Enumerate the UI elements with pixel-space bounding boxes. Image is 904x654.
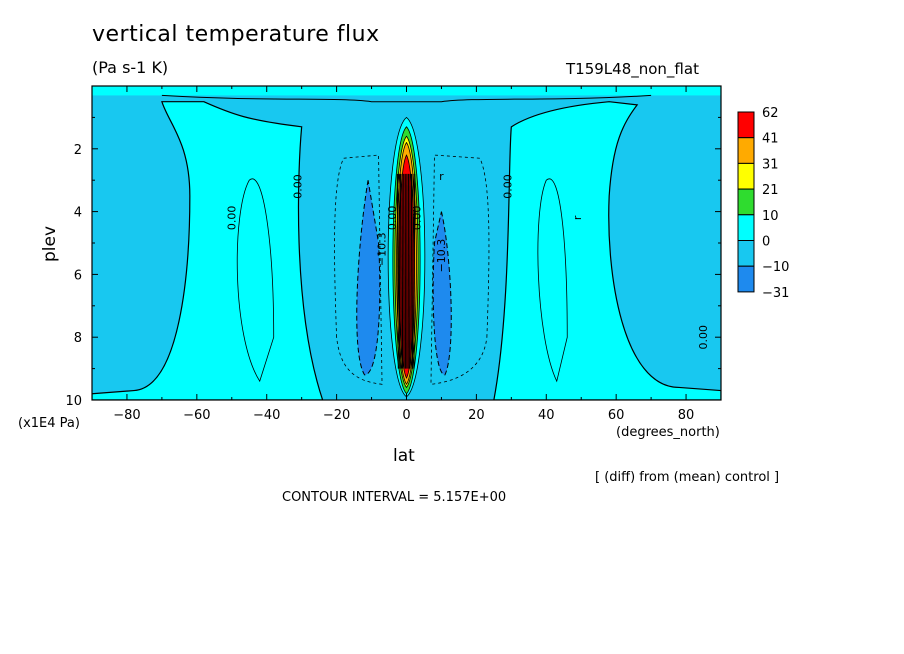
contour-label: 0.00	[501, 174, 514, 199]
chart-units: (Pa s-1 K)	[92, 58, 169, 77]
x-tick-label: −20	[323, 408, 350, 423]
experiment-label: T159L48_non_flat	[566, 60, 699, 78]
colorbar-level-label: 31	[762, 157, 779, 172]
contour-label: r	[439, 170, 444, 183]
contour-label: 0.00	[410, 206, 423, 231]
y-axis-units: (x1E4 Pa)	[18, 416, 80, 431]
x-tick-label: 60	[608, 408, 625, 423]
contour-interval-label: CONTOUR INTERVAL = 5.157E+00	[282, 490, 507, 505]
contour-label: 0.00	[292, 174, 305, 199]
chart-title: vertical temperature flux	[92, 22, 380, 47]
colorbar-swatch	[737, 137, 755, 164]
colorbar-swatch	[737, 265, 755, 293]
y-tick-label: 2	[74, 143, 82, 158]
x-tick-label: 80	[678, 408, 695, 423]
dashed-contour-south	[334, 154, 383, 385]
core-contour-line	[413, 173, 416, 369]
colorbar-swatch	[737, 111, 755, 139]
core-contour-line	[411, 173, 414, 369]
x-axis-units: (degrees_north)	[616, 425, 720, 440]
x-tick-label: 0	[402, 408, 410, 423]
contour-label: −10.3	[376, 232, 389, 266]
colorbar-swatch	[737, 240, 755, 267]
colorbar: 62 41 31 21 10 0 −10 −31	[737, 106, 789, 301]
y-tick-label: 8	[74, 331, 82, 346]
negative-tongue-south	[356, 180, 381, 376]
x-tick-label: 40	[538, 408, 555, 423]
inner-contour-north	[537, 178, 568, 383]
x-axis-ticks: −80 −60 −40 −20 0 20 40 60 80	[91, 86, 722, 423]
core-contour-line	[400, 173, 402, 369]
top-contour-line	[161, 94, 652, 103]
colorbar-swatch	[737, 214, 755, 242]
colorbar-level-label: 0	[762, 235, 770, 250]
negative-tongue-north	[432, 211, 452, 376]
colorbar-level-label: −31	[762, 286, 789, 301]
dashed-contour-north	[430, 154, 490, 385]
y-axis-label: plev	[40, 225, 60, 262]
colorbar-level-label: 10	[762, 209, 779, 224]
colorbar-swatch	[737, 162, 755, 190]
x-tick-label: −80	[113, 408, 140, 423]
x-tick-label: 20	[468, 408, 485, 423]
x-axis-label: lat	[393, 446, 415, 466]
colorbar-level-label: 41	[762, 132, 779, 147]
core-contour-line	[410, 173, 413, 369]
contour-fields	[92, 86, 721, 400]
positive-band-north	[493, 101, 721, 400]
diff-note: [ (diff) from (mean) control ]	[595, 470, 780, 485]
contour-label: −10.3	[435, 239, 448, 273]
y-axis-ticks: 2 4 6 8 10	[65, 116, 721, 409]
contour-label: 0.00	[386, 206, 399, 231]
y-tick-label: 6	[74, 268, 82, 283]
colorbar-level-label: 62	[762, 106, 779, 121]
core-contour-line	[398, 173, 401, 369]
core-contour-line	[396, 173, 399, 369]
x-tick-label: −60	[183, 408, 210, 423]
contour-label: r	[571, 215, 584, 220]
y-tick-label: 4	[74, 206, 82, 221]
x-tick-label: −40	[253, 408, 280, 423]
colorbar-level-label: −10	[762, 260, 789, 275]
y-tick-label: 10	[65, 394, 82, 409]
inner-contour-south	[236, 178, 275, 383]
contour-label: 0.00	[225, 206, 238, 231]
colorbar-level-label: 21	[762, 183, 779, 198]
colorbar-swatch	[737, 188, 755, 216]
positive-band-south	[92, 101, 324, 400]
contour-label: 0.00	[697, 325, 710, 350]
